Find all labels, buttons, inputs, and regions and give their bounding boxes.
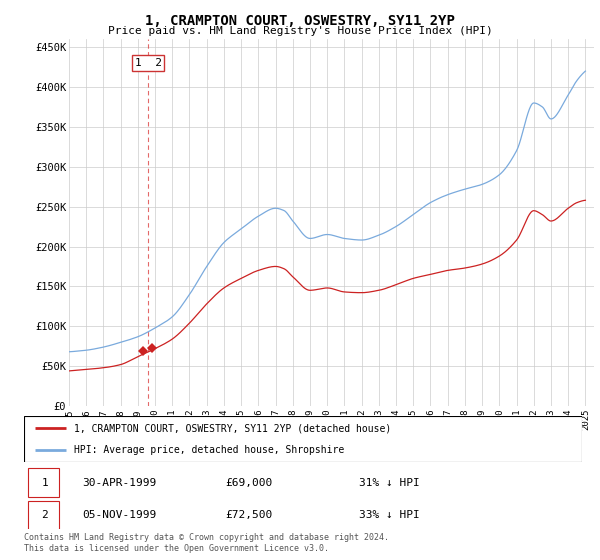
Bar: [28, 468, 59, 497]
Text: 1: 1: [41, 478, 48, 488]
Text: 2: 2: [41, 510, 48, 520]
Text: 30-APR-1999: 30-APR-1999: [83, 478, 157, 488]
Text: Contains HM Land Registry data © Crown copyright and database right 2024.
This d: Contains HM Land Registry data © Crown c…: [24, 533, 389, 553]
Text: £72,500: £72,500: [225, 510, 272, 520]
Text: HPI: Average price, detached house, Shropshire: HPI: Average price, detached house, Shro…: [74, 445, 344, 455]
Text: 31% ↓ HPI: 31% ↓ HPI: [359, 478, 419, 488]
Text: 1, CRAMPTON COURT, OSWESTRY, SY11 2YP (detached house): 1, CRAMPTON COURT, OSWESTRY, SY11 2YP (d…: [74, 423, 391, 433]
Text: 1, CRAMPTON COURT, OSWESTRY, SY11 2YP: 1, CRAMPTON COURT, OSWESTRY, SY11 2YP: [145, 14, 455, 28]
Text: 33% ↓ HPI: 33% ↓ HPI: [359, 510, 419, 520]
Text: 05-NOV-1999: 05-NOV-1999: [83, 510, 157, 520]
Bar: [28, 501, 59, 530]
Text: Price paid vs. HM Land Registry's House Price Index (HPI): Price paid vs. HM Land Registry's House …: [107, 26, 493, 36]
Text: 1  2: 1 2: [134, 58, 161, 68]
Text: £69,000: £69,000: [225, 478, 272, 488]
